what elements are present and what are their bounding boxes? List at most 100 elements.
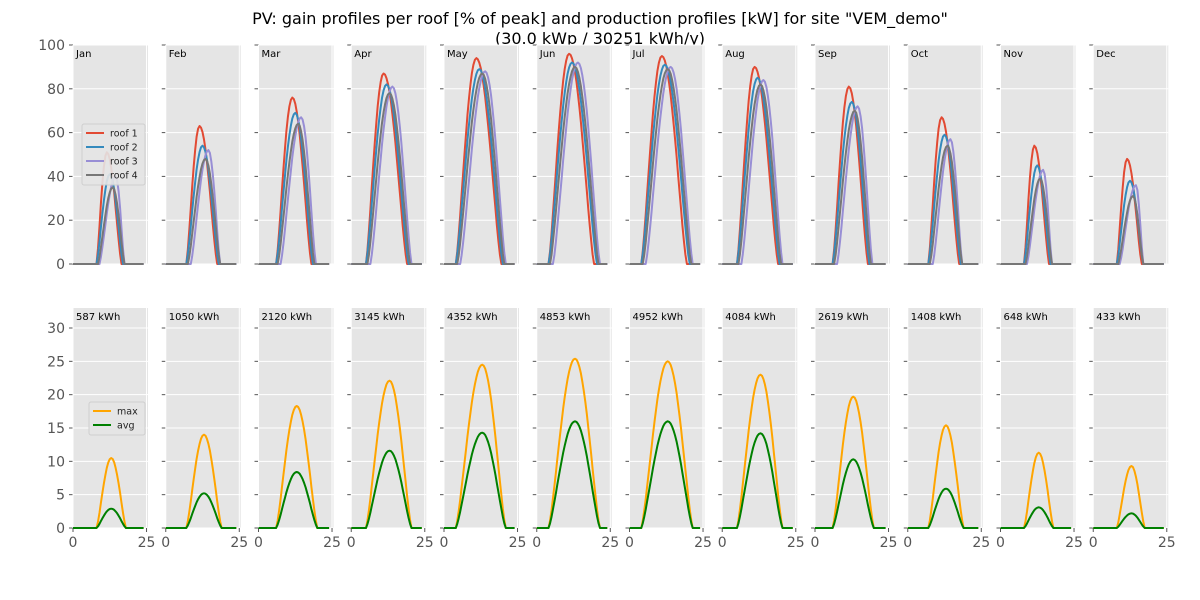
series-line-avg	[722, 432, 793, 529]
series-line-roof-4	[1000, 177, 1072, 265]
production-panel: 0 25 1408 kWh	[903, 308, 990, 551]
series-line-roof-4	[907, 144, 979, 265]
gain-panel: Jun	[532, 44, 612, 265]
plot-area	[815, 308, 890, 528]
energy-label: 4352 kWh	[447, 312, 498, 323]
y-tick-label: 5	[56, 488, 65, 504]
x-tick-label: 25	[694, 535, 712, 551]
y-tick-label: 60	[47, 126, 65, 142]
energy-label: 3145 kWh	[354, 312, 405, 323]
month-label: Dec	[1096, 49, 1115, 60]
series-line-roof-4	[258, 122, 330, 265]
plot-area	[351, 45, 427, 264]
y-tick-label: 10	[47, 454, 65, 470]
plot-area	[629, 45, 705, 264]
series-line-avg	[1093, 512, 1164, 529]
energy-label: 587 kWh	[76, 312, 120, 323]
plot-area	[815, 45, 890, 264]
plot-area	[444, 308, 519, 528]
month-label: Nov	[1004, 49, 1024, 60]
y-tick-label: 40	[47, 169, 65, 185]
energy-label: 2120 kWh	[262, 312, 313, 323]
y-tick-label: 0	[56, 257, 65, 273]
series-line-roof-4	[629, 68, 701, 265]
series-line-avg	[536, 420, 608, 529]
series-line-roof-4	[444, 72, 515, 265]
legend: max avg	[88, 401, 146, 436]
month-label: Mar	[262, 49, 282, 60]
month-label: May	[447, 49, 468, 60]
plot-area	[165, 45, 241, 264]
series-line-roof-4	[1093, 195, 1164, 265]
production-panel: 0 25 4352 kWh	[440, 308, 527, 551]
x-tick-label: 25	[1158, 535, 1176, 551]
plot-area	[536, 45, 612, 264]
series-line-roof-4	[815, 109, 886, 265]
x-tick-label: 0	[718, 535, 727, 551]
gain-panel: Apr	[347, 44, 427, 265]
production-panel: 0 25 3145 kWh	[347, 308, 434, 551]
x-tick-label: 25	[138, 535, 156, 551]
series-line-avg	[1000, 506, 1072, 529]
series-line-roof-4	[722, 83, 793, 265]
x-tick-label: 0	[532, 535, 541, 551]
series-line-roof-4	[536, 65, 608, 265]
month-label: Feb	[169, 49, 187, 60]
plot-area	[907, 308, 983, 528]
x-tick-label: 0	[625, 535, 634, 551]
series-line-avg	[815, 458, 886, 529]
month-label: Aug	[725, 49, 745, 60]
gain-panel: Feb	[161, 44, 241, 265]
energy-label: 4952 kWh	[633, 312, 684, 323]
gain-panel: Nov	[996, 44, 1076, 265]
gain-panel: Sep	[811, 44, 890, 265]
series-line-avg	[444, 431, 515, 529]
series-line-avg	[258, 471, 330, 529]
x-tick-label: 0	[811, 535, 820, 551]
y-tick-label: 25	[47, 354, 65, 370]
production-panel: 0 25 1050 kWh	[161, 308, 248, 551]
chart-title-line2: (30.0 kWp / 30251 kWh/y)	[494, 29, 706, 48]
legend-label: avg	[117, 421, 134, 432]
month-label: Jan	[75, 49, 91, 60]
series-line-roof-4	[165, 157, 237, 265]
month-label: Sep	[818, 49, 837, 60]
plot-area	[1093, 308, 1169, 528]
production-panel: 0 25 2619 kWh	[811, 308, 897, 551]
series-line-avg	[165, 492, 237, 529]
production-panel: 0 25 433 kWh	[1089, 308, 1176, 551]
gain-panel: Dec	[1089, 44, 1169, 265]
plot-area	[1093, 45, 1169, 264]
gain-panel: Oct	[903, 44, 983, 265]
x-tick-label: 25	[230, 535, 248, 551]
production-panel: 0 25 4853 kWh	[532, 308, 619, 551]
energy-label: 2619 kWh	[818, 312, 869, 323]
plot-area	[1000, 308, 1076, 528]
x-tick-label: 0	[347, 535, 356, 551]
plot-area	[258, 308, 334, 528]
legend-box	[81, 123, 146, 186]
x-tick-label: 0	[903, 535, 912, 551]
legend-label: roof 1	[110, 129, 138, 140]
plot-area	[351, 308, 427, 528]
chart-title: PV: gain profiles per roof [% of peak] a…	[0, 9, 1200, 49]
x-tick-label: 25	[601, 535, 619, 551]
gain-panel: Aug	[718, 44, 798, 265]
legend-label: roof 2	[110, 143, 138, 154]
production-panel: 0 25 2120 kWh	[254, 308, 341, 551]
x-tick-label: 25	[1065, 535, 1083, 551]
energy-label: 648 kWh	[1004, 312, 1048, 323]
x-tick-label: 25	[509, 535, 527, 551]
month-label: Oct	[911, 49, 928, 60]
energy-label: 4084 kWh	[725, 312, 776, 323]
production-panel: 0 25 648 kWh	[996, 308, 1083, 551]
production-panel: 0 25 4084 kWh	[718, 308, 805, 551]
gain-panel: May	[440, 44, 519, 265]
gain-panel: Jul	[625, 44, 705, 265]
plot-area	[536, 308, 612, 528]
legend-label: max	[117, 407, 138, 418]
month-label: Jul	[632, 49, 645, 60]
x-tick-label: 0	[254, 535, 263, 551]
legend-label: roof 4	[110, 171, 138, 182]
